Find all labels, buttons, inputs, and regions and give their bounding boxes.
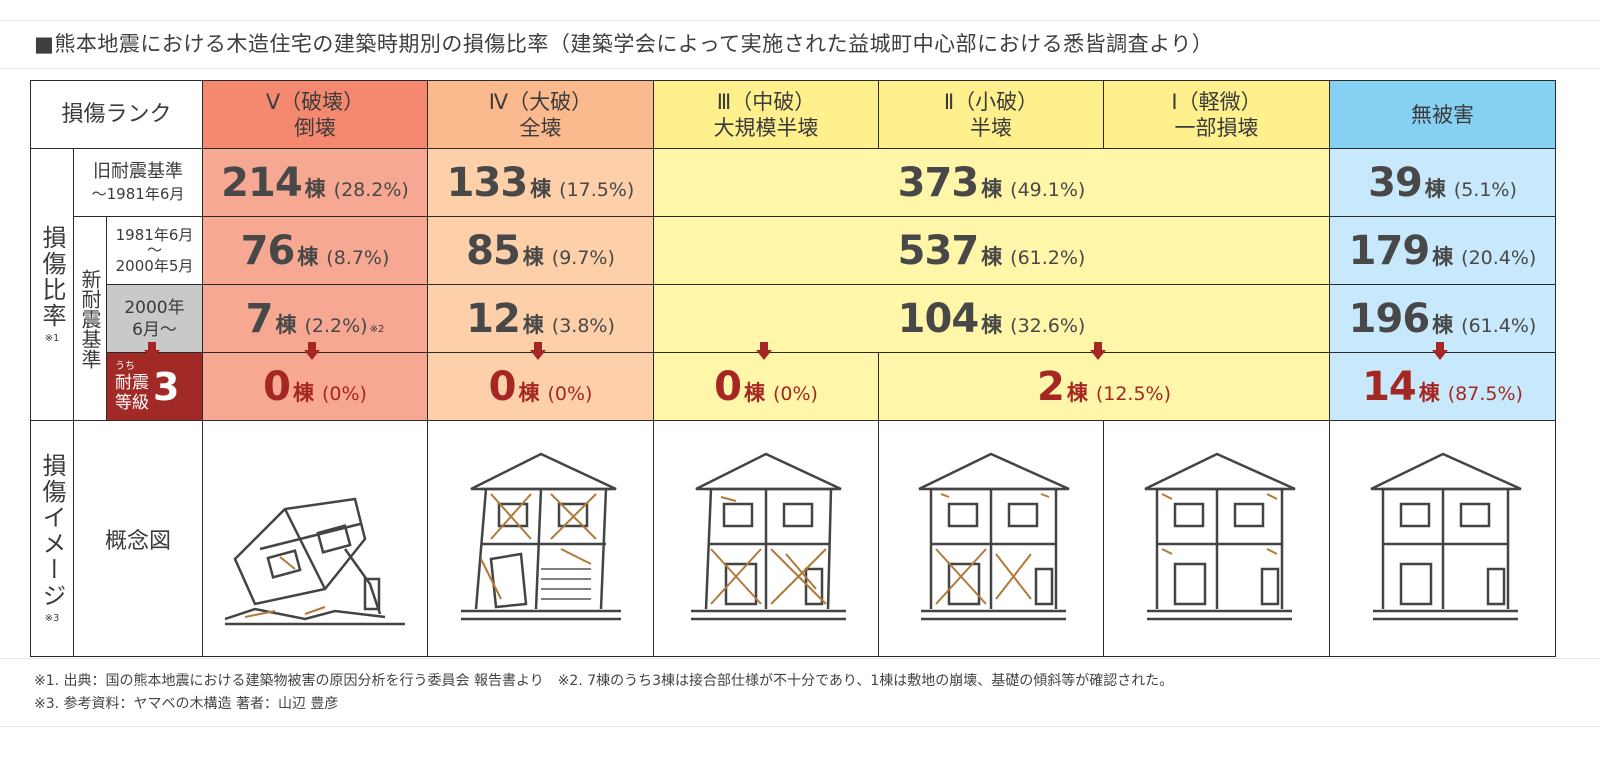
arrow-down-icon [1090,342,1106,360]
damage-ratio-label: 損傷比率 ※1 [30,148,74,421]
old-standard-label: 旧耐震基準 〜1981年6月 [73,148,203,217]
footnote-1: ※1. 出典：国の熊本地震における建築物被害の原因分析を行う委員会 報告書より … [34,673,1174,689]
lightly-damaged-house-icon [1103,420,1330,657]
p3-mid-value: 104 棟 (32.6%) [653,284,1330,353]
g3-none-value: 14 棟 (87.5%) [1329,352,1556,421]
g3-ii-i-value: 2 棟 (12.5%) [878,352,1330,421]
rank-ii-header: Ⅱ（小破） 半壊 [878,80,1104,149]
arrow-down-icon [1432,342,1448,360]
rank-label: 損傷ランク [30,80,203,149]
arrow-down-icon [756,342,772,360]
slightly-damaged-house-icon [878,420,1104,657]
p3-none-value: 196 棟 (61.4%) [1329,284,1556,353]
g3-v-value: 0 棟 (0%) [202,352,428,421]
old-mid-value: 373 棟 (49.1%) [653,148,1330,217]
p2-v-value: 76 棟 (8.7%) [202,216,428,285]
rank-iv-header: Ⅳ（大破） 全壊 [427,80,654,149]
footnote-2: ※3. 参考資料：ヤマベの木構造 著者：山辺 豊彦 [34,696,339,712]
g3-iii-value: 0 棟 (0%) [653,352,879,421]
damage-image-label: 損傷イメージ ※3 [30,420,74,657]
rank-i-header: Ⅰ（軽微） 一部損壊 [1103,80,1330,149]
p3-v-value: 7 棟 (2.2%) ※2 [202,284,428,353]
arrow-down-icon [530,342,546,360]
damage-ratio-table: 損傷ランク Ⅴ（破壊） 倒壊 Ⅳ（大破） 全壊 Ⅲ（中破） 大規模半壊 Ⅱ（小破） 半壊… [30,80,1556,657]
rank-iii-header: Ⅲ（中破） 大規模半壊 [653,80,879,149]
old-v-value: 214 棟 (28.2%) [202,148,428,217]
old-iv-value: 133 棟 (17.5%) [427,148,654,217]
arrow-down-icon [304,342,320,360]
period-2000-label: 2000年 6月〜 [106,284,203,353]
moderately-damaged-house-icon [653,420,879,657]
period-1981-2000-label: 1981年6月 〜 2000年5月 [106,216,203,285]
g3-iv-value: 0 棟 (0%) [427,352,654,421]
collapsed-house-icon [202,420,428,657]
p2-mid-value: 537 棟 (61.2%) [653,216,1330,285]
old-none-value: 39 棟 (5.1%) [1329,148,1556,217]
p2-none-value: 179 棟 (20.4%) [1329,216,1556,285]
concept-diagram-label: 概念図 [73,420,203,657]
page-title: ■熊本地震における木造住宅の建築時期別の損傷比率（建築学会によって実施された益城… [34,32,1214,56]
seismic-grade-3-label: うち 耐震 等級 3 [106,352,203,421]
p2-iv-value: 85 棟 (9.7%) [427,216,654,285]
arrow-down-icon [144,342,160,360]
severely-damaged-house-icon [427,420,654,657]
new-standard-label: 新耐震基準 [73,216,107,421]
undamaged-house-icon [1329,420,1556,657]
rank-none-header: 無被害 [1329,80,1556,149]
rank-v-header: Ⅴ（破壊） 倒壊 [202,80,428,149]
p3-iv-value: 12 棟 (3.8%) [427,284,654,353]
